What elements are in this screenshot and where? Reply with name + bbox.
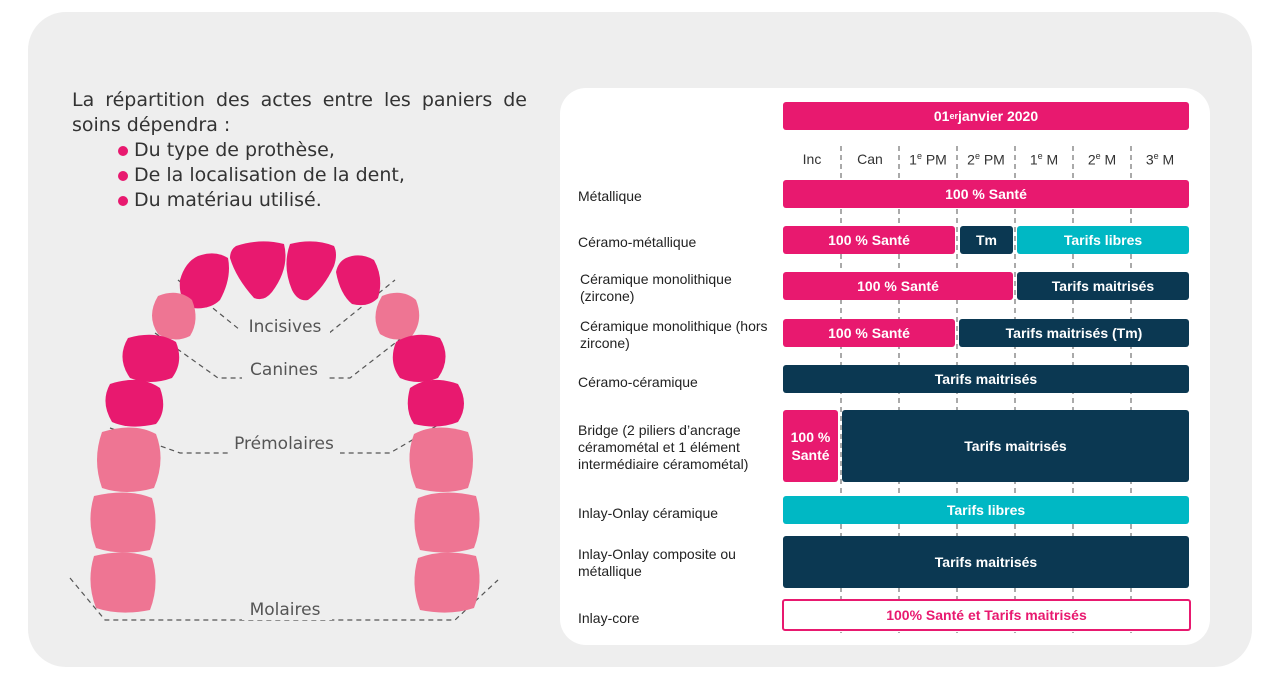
zone-label-bg — [242, 598, 332, 620]
row-label-inlay-core: Inlay-core — [578, 610, 640, 626]
molar-tooth — [414, 492, 480, 553]
date-rest: janvier 2020 — [957, 108, 1039, 124]
coverage-table: 01 er janvier 2020 Inc Can 1e PM 2e PM 1e… — [560, 88, 1210, 645]
incisor-tooth — [179, 253, 229, 309]
zone-label-canines: Canines — [250, 360, 318, 380]
row-label-bridge: Bridge (2 piliers d’ancrage céramométal … — [578, 422, 749, 472]
bar-tarifs-libres: Tarifs libres — [783, 496, 1189, 524]
date-header: 01 er janvier 2020 — [783, 102, 1189, 130]
premolar-tooth — [407, 379, 464, 427]
bar-tarifs-libres: Tarifs libres — [1017, 226, 1189, 254]
incisor-tooth — [230, 241, 286, 300]
zone-label-premolaires: Prémolaires — [234, 434, 334, 454]
row-label-inlay-onlay-composite: Inlay-Onlay composite ou métallique — [578, 546, 736, 579]
zone-label-incisives: Incisives — [249, 317, 322, 337]
molar-tooth — [409, 427, 473, 492]
bar-tarifs-maitrises: Tarifs maitrisés — [842, 410, 1189, 482]
molar-tooth — [97, 427, 161, 492]
bar-100-sante: 100 % Santé — [783, 226, 955, 254]
canine-tooth — [375, 292, 420, 340]
canine-tooth — [152, 292, 196, 340]
bar-tarifs-maitrises: Tarifs maitrisés — [783, 365, 1189, 393]
bar-100-sante-et-tarifs-maitrises: 100% Santé et Tarifs maitrisés — [782, 599, 1191, 631]
bar-tarifs-maitrises-tm: Tm — [960, 226, 1013, 254]
molar-tooth — [414, 552, 480, 613]
molar-tooth — [90, 552, 156, 613]
column-header-3m: 3e M — [1145, 151, 1175, 168]
incisor-tooth — [336, 255, 381, 306]
zone-label-molaires: Molaires — [250, 600, 321, 620]
dental-arch-diagram: Incisives Canines Prémolaires Molaires — [69, 241, 499, 621]
zone-label-bg — [240, 314, 330, 336]
premolar-tooth — [392, 334, 446, 382]
column-header-1pm: 1e PM — [909, 151, 947, 168]
incisor-tooth — [286, 241, 336, 301]
bar-100-sante: 100 % Santé — [783, 410, 838, 482]
row-label-ceramo-metallique: Céramo-métallique — [578, 234, 697, 250]
row-label-ceramique-hors-zircone: Céramique monolithique (hors zircone) — [580, 318, 768, 351]
bar-100-sante: 100 % Santé — [783, 319, 955, 347]
criteria-item: Du type de prothèse, — [118, 138, 527, 163]
row-label-inlay-onlay-ceramique: Inlay-Onlay céramique — [578, 505, 719, 521]
column-header-inc: Inc — [802, 151, 822, 167]
date-suffix: er — [949, 111, 958, 121]
column-header-1m: 1e M — [1029, 151, 1059, 168]
criteria-item: Du matériau utilisé. — [118, 188, 527, 213]
date-day: 01 — [933, 108, 950, 124]
premolar-tooth — [105, 379, 164, 427]
intro-text: La répartition des actes entre les panie… — [72, 88, 527, 213]
row-label-ceramique-zircone: Céramique monolithique (zircone) — [580, 271, 732, 304]
premolar-tooth — [122, 334, 180, 382]
column-header-can: Can — [857, 151, 883, 167]
bar-tarifs-maitrises: Tarifs maitrisés — [783, 536, 1189, 588]
row-label-ceramo-ceramique: Céramo-céramique — [578, 374, 698, 390]
bar-tarifs-maitrises-tm: Tarifs maitrisés (Tm) — [959, 319, 1189, 347]
row-label-metallique: Métallique — [578, 188, 642, 204]
column-header-2pm: 2e PM — [967, 151, 1005, 168]
bar-100-sante: 100 % Santé — [783, 180, 1189, 208]
bar-tarifs-maitrises: Tarifs maitrisés — [1017, 272, 1189, 300]
criteria-item: De la localisation de la dent, — [118, 163, 527, 188]
criteria-list: Du type de prothèse, De la localisation … — [72, 138, 527, 213]
bar-100-sante: 100 % Santé — [783, 272, 1013, 300]
zone-label-bg — [242, 358, 326, 380]
column-header-2m: 2e M — [1087, 151, 1117, 168]
zone-label-bg — [228, 432, 340, 454]
intro-lead: La répartition des actes entre les panie… — [72, 89, 527, 136]
molar-tooth — [90, 492, 156, 553]
